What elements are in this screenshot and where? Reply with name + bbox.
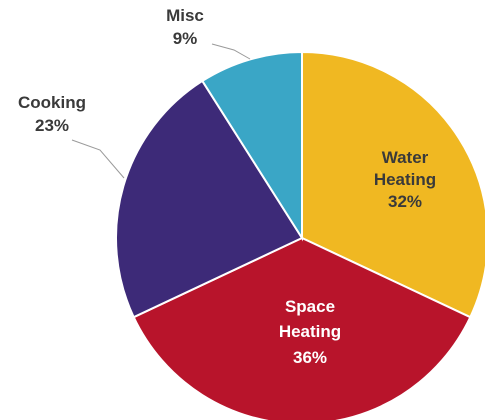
pie-slices bbox=[115, 50, 485, 420]
pie-slice-space-heating bbox=[132, 236, 472, 420]
slice-labels: Water Heating 32% Space Heating 36% Cooking 23%… bbox=[18, 6, 436, 367]
slice-label-space-heating-line-2: Heating bbox=[279, 322, 341, 341]
pie-slice-cooking bbox=[115, 79, 304, 319]
pie-slice-misc bbox=[200, 50, 303, 242]
slice-label-cooking: Cooking bbox=[18, 93, 86, 112]
slice-label-space-heating-line-1: Space bbox=[285, 297, 335, 316]
slice-label-water-heating-line-2: Heating bbox=[374, 170, 436, 189]
slice-value-space-heating: 36% bbox=[293, 348, 327, 367]
slice-value-misc: 9% bbox=[173, 29, 198, 48]
slice-value-cooking: 23% bbox=[35, 116, 69, 135]
leader-line-cooking bbox=[71, 139, 125, 179]
slice-value-water-heating: 32% bbox=[388, 192, 422, 211]
slice-label-water-heating-line-1: Water bbox=[382, 148, 429, 167]
leader-lines bbox=[71, 43, 251, 179]
leader-line-misc bbox=[211, 43, 251, 60]
slice-label-misc: Misc bbox=[166, 6, 204, 25]
